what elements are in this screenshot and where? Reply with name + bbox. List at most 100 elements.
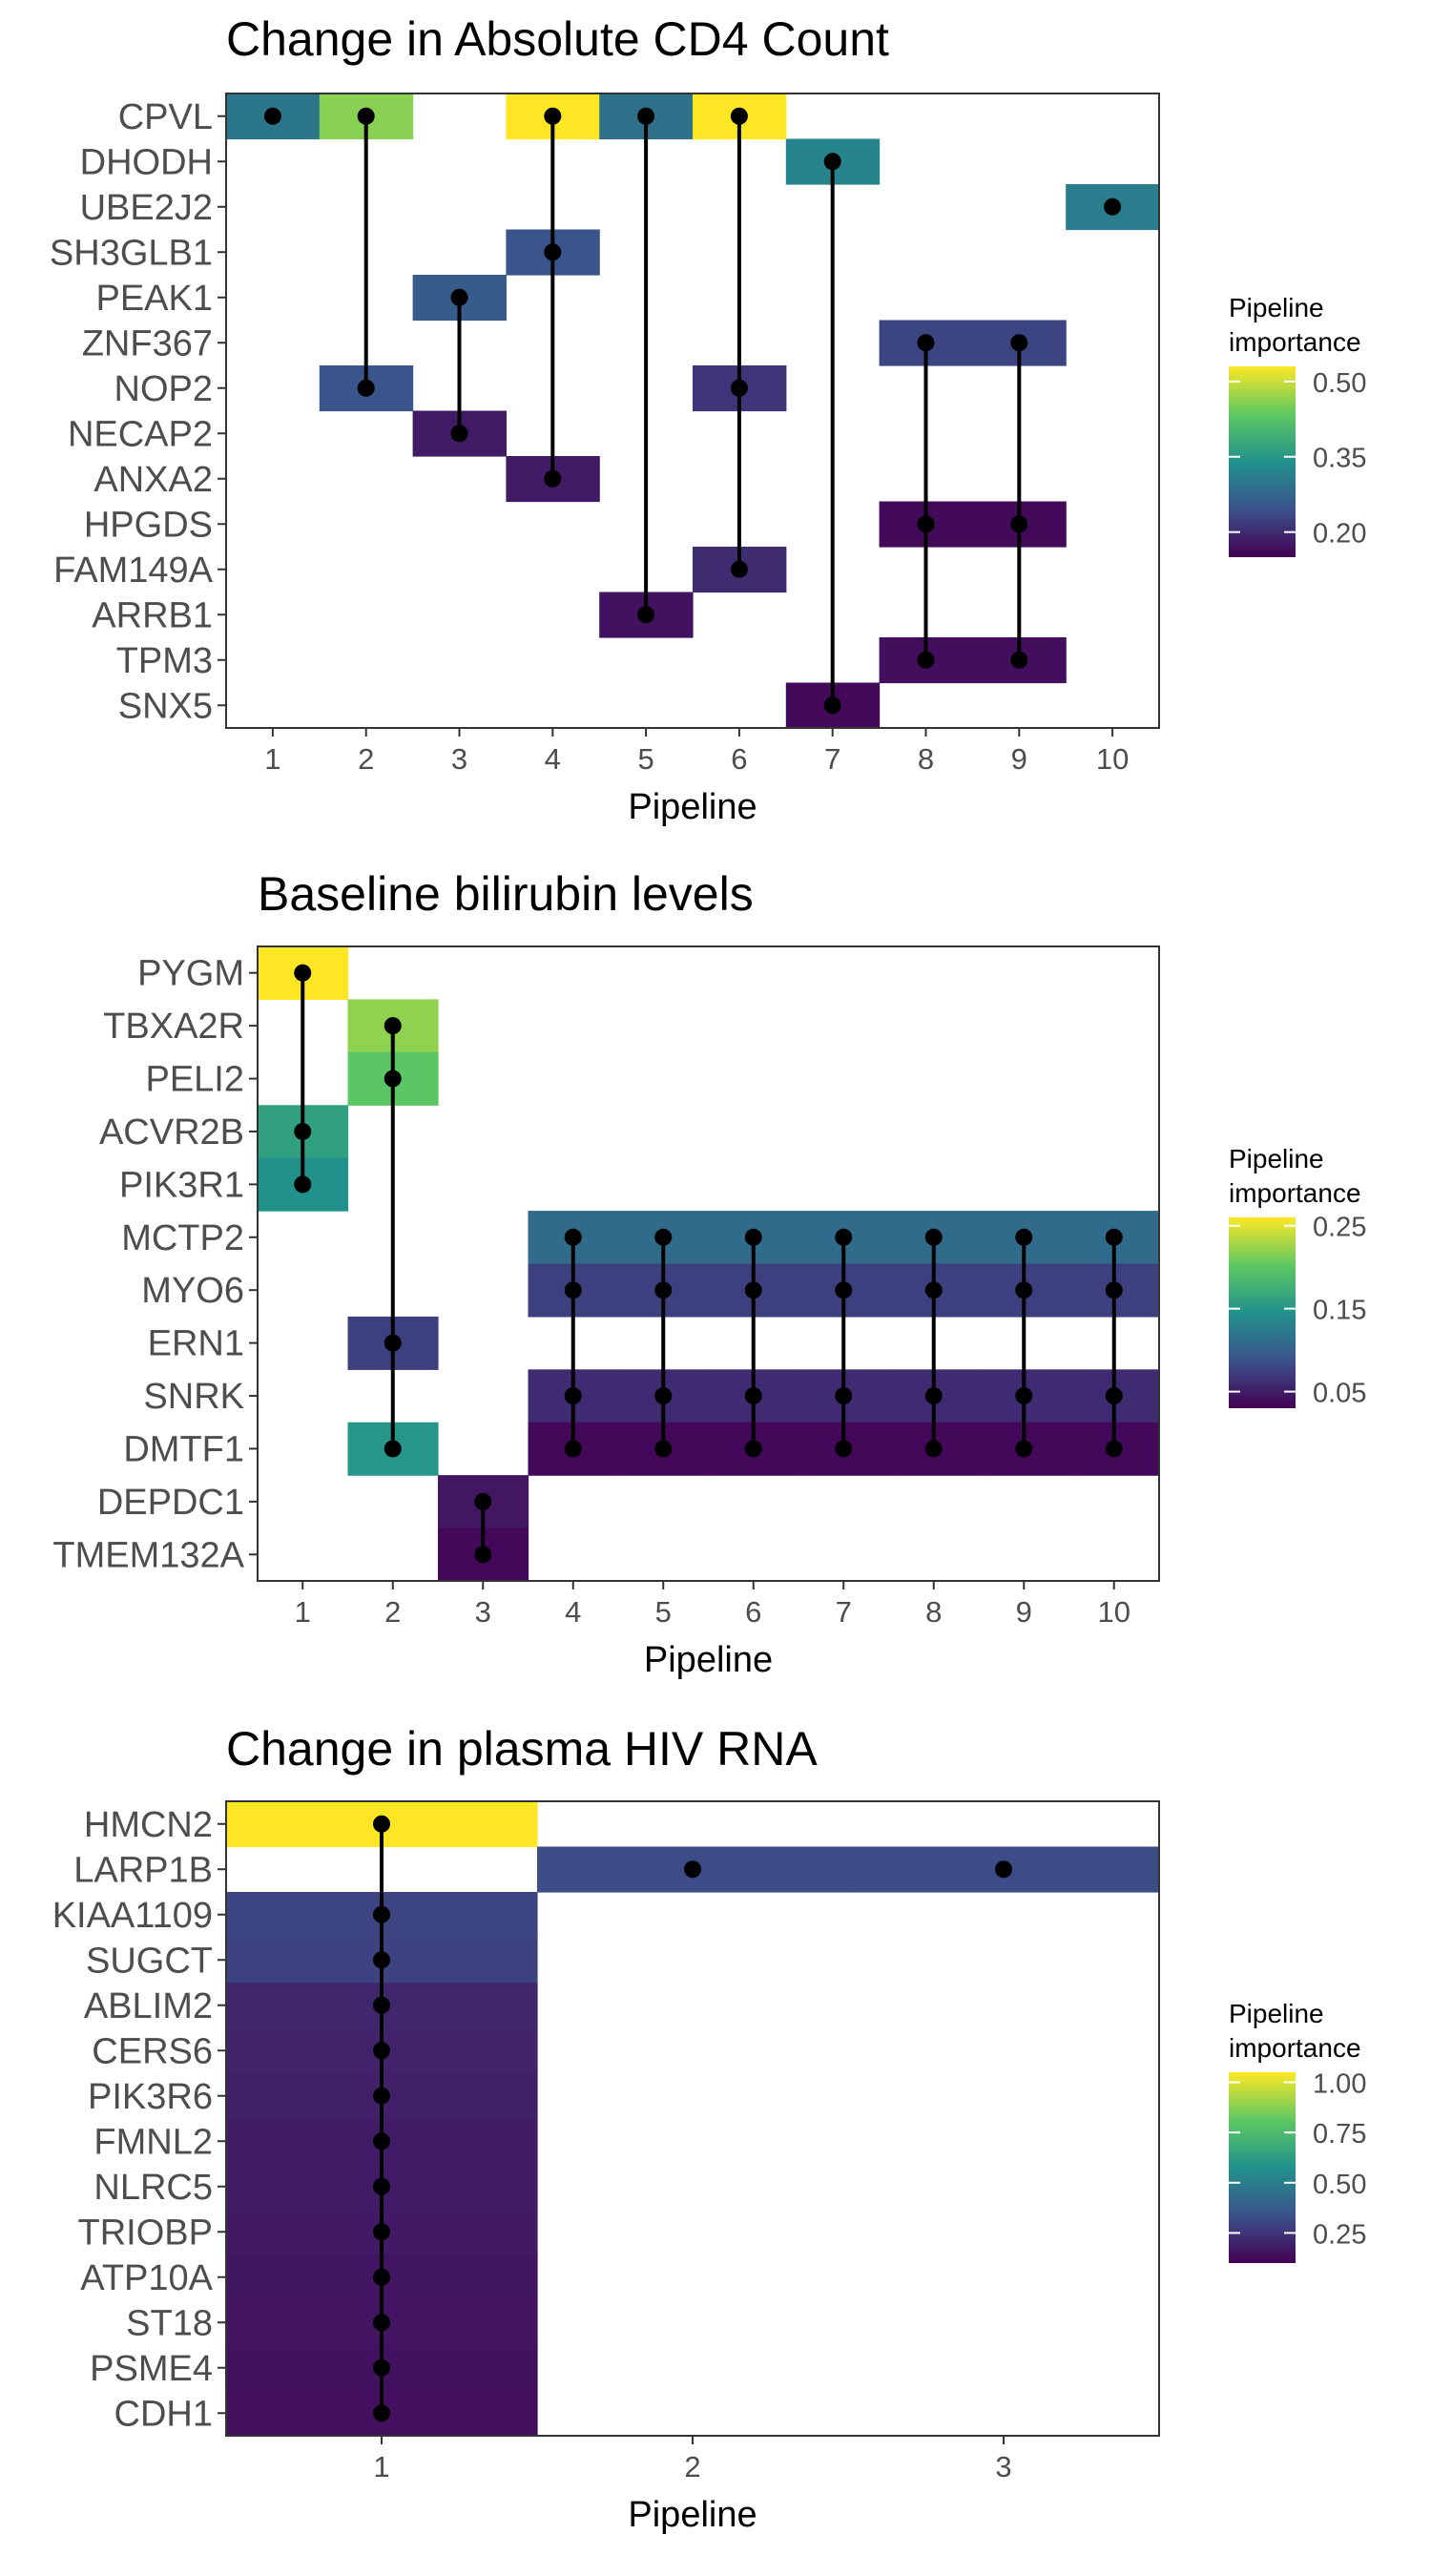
row-label-mctp2: MCTP2 <box>121 1218 244 1258</box>
data-point-myo6-p10 <box>1105 1281 1123 1299</box>
data-point-myo6-p4 <box>564 1281 582 1299</box>
data-point-fmnl2-p1 <box>373 2132 390 2150</box>
data-point-dmtf1-p2 <box>384 1440 402 1458</box>
chart-title: Baseline bilirubin levels <box>258 867 754 921</box>
data-point-kiaa1109-p1 <box>373 1905 390 1923</box>
x-tick-label-1: 1 <box>295 1595 311 1629</box>
row-label-nlrc5: NLRC5 <box>93 2168 213 2208</box>
row-label-hmcn2: HMCN2 <box>84 1805 213 1845</box>
row-label-nop2: NOP2 <box>114 369 213 409</box>
chart-panel-2: Baseline bilirubin levels PYGM TBXA2R PELI2… <box>52 867 1366 1680</box>
row-label-tpm3: TPM3 <box>116 641 213 681</box>
data-point-tpm3-p9 <box>1010 651 1028 669</box>
row-label-triobp: TRIOBP <box>78 2212 213 2253</box>
x-tick-label-3: 3 <box>475 1595 491 1629</box>
legend-tick-label: 0.20 <box>1313 519 1366 550</box>
x-tick-label-1: 1 <box>373 2450 389 2483</box>
row-label-dhodh: DHODH <box>80 142 213 182</box>
row-label-pygm: PYGM <box>137 954 244 994</box>
x-tick-label-3: 3 <box>451 742 467 776</box>
data-point-myo6-p7 <box>835 1281 853 1299</box>
legend-tick-label: 0.50 <box>1313 2170 1366 2200</box>
row-label-sh3glb1: SH3GLB1 <box>50 233 213 273</box>
data-point-ern1-p2 <box>384 1334 402 1352</box>
x-tick-label-2: 2 <box>358 742 374 776</box>
row-label-peak1: PEAK1 <box>95 279 213 319</box>
row-label-kiaa1109: KIAA1109 <box>52 1896 213 1936</box>
row-label-ablim2: ABLIM2 <box>84 1986 213 2026</box>
data-point-snrk-p7 <box>835 1387 853 1405</box>
data-point-znf367-p8 <box>917 334 935 352</box>
data-point-depdc1-p3 <box>474 1492 492 1510</box>
row-label-peli2: PELI2 <box>145 1060 244 1100</box>
x-tick-label-6: 6 <box>731 742 747 776</box>
data-point-dhodh-p7 <box>823 153 841 171</box>
x-tick-label-10: 10 <box>1098 1595 1130 1629</box>
data-point-znf367-p9 <box>1010 334 1028 352</box>
data-point-cpvl-p4 <box>544 107 562 125</box>
x-tick-label-8: 8 <box>918 742 934 776</box>
row-label-znf367: ZNF367 <box>82 323 213 364</box>
row-label-cpvl: CPVL <box>118 97 213 137</box>
data-point-snrk-p5 <box>654 1387 673 1405</box>
x-tick-label-9: 9 <box>1011 742 1027 776</box>
row-label-snx5: SNX5 <box>118 686 213 726</box>
x-axis-title: Pipeline <box>628 2495 757 2535</box>
x-tick-label-8: 8 <box>925 1595 942 1629</box>
legend-title-line2: importance <box>1229 1178 1361 1208</box>
data-point-mctp2-p4 <box>564 1228 582 1246</box>
row-label-arrb1: ARRB1 <box>92 595 213 635</box>
row-label-anxa2: ANXA2 <box>93 460 213 500</box>
data-point-cpvl-p1 <box>263 107 281 125</box>
data-point-tpm3-p8 <box>917 651 935 669</box>
panel-border <box>225 93 1160 729</box>
data-point-arrb1-p5 <box>637 606 655 624</box>
x-tick-label-1: 1 <box>264 742 280 776</box>
panel-border <box>257 945 1160 1582</box>
data-point-dmtf1-p4 <box>564 1440 582 1458</box>
legend-colorbar <box>1229 366 1296 557</box>
data-point-larp1b-p2 <box>684 1860 701 1879</box>
data-point-dmtf1-p8 <box>924 1440 943 1458</box>
data-point-anxa2-p4 <box>544 469 562 488</box>
data-point-necap2-p3 <box>450 425 468 443</box>
data-point-mctp2-p5 <box>654 1228 673 1246</box>
data-point-dmtf1-p10 <box>1105 1440 1123 1458</box>
row-label-atp10a: ATP10A <box>80 2258 213 2298</box>
data-point-cpvl-p5 <box>637 107 655 125</box>
data-point-pik3r6-p1 <box>373 2087 390 2105</box>
x-tick-label-5: 5 <box>637 742 653 776</box>
data-point-mctp2-p7 <box>835 1228 853 1246</box>
x-tick-label-2: 2 <box>384 1595 401 1629</box>
row-label-psme4: PSME4 <box>90 2349 213 2389</box>
legend-tick-label: 1.00 <box>1313 2069 1366 2100</box>
legend-tick-label: 0.35 <box>1313 444 1366 474</box>
data-point-myo6-p9 <box>1015 1281 1033 1299</box>
x-tick-label-2: 2 <box>684 2450 700 2483</box>
legend-colorbar <box>1229 1217 1296 1408</box>
data-point-myo6-p5 <box>654 1281 673 1299</box>
legend-tick-label: 0.15 <box>1313 1296 1366 1326</box>
data-point-pik3r1-p1 <box>294 1175 312 1194</box>
legend-tick-label: 0.75 <box>1313 2119 1366 2150</box>
data-point-nlrc5-p1 <box>373 2177 390 2195</box>
row-label-dmtf1: DMTF1 <box>123 1429 244 1469</box>
row-label-pik3r1: PIK3R1 <box>119 1165 244 1205</box>
row-label-ube2j2: UBE2J2 <box>80 188 213 228</box>
data-point-cdh1-p1 <box>373 2404 390 2422</box>
data-point-snrk-p10 <box>1105 1387 1123 1405</box>
row-label-sugct: SUGCT <box>86 1941 213 1981</box>
data-point-cers6-p1 <box>373 2042 390 2060</box>
data-point-peak1-p3 <box>450 288 468 306</box>
x-tick-label-6: 6 <box>745 1595 761 1629</box>
row-label-hpgds: HPGDS <box>84 505 213 545</box>
data-point-mctp2-p8 <box>924 1228 943 1246</box>
data-point-triobp-p1 <box>373 2223 390 2241</box>
legend-tick-label: 0.05 <box>1313 1379 1366 1409</box>
row-label-depdc1: DEPDC1 <box>97 1483 244 1523</box>
x-tick-label-7: 7 <box>824 742 840 776</box>
chart-title: Change in Absolute CD4 Count <box>226 12 889 66</box>
data-point-nop2-p6 <box>730 379 748 397</box>
data-point-pygm-p1 <box>294 964 312 982</box>
